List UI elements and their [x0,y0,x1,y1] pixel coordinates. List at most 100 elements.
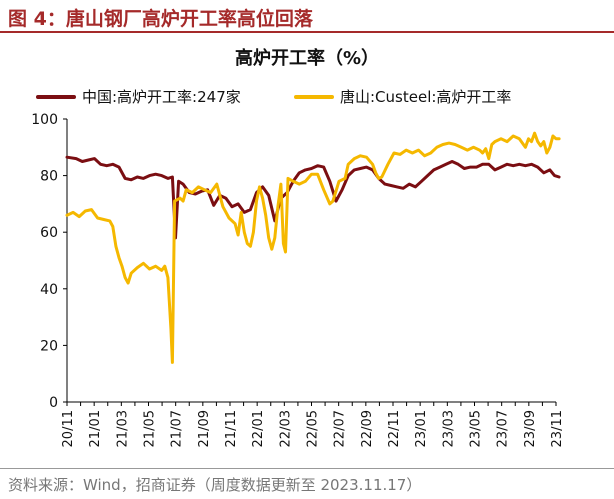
data-point-tangshan [524,146,527,148]
data-point-china [469,166,471,168]
data-point-china [543,172,545,174]
y-tick-label: 0 [49,395,58,411]
data-point-china [524,165,527,167]
data-point-tangshan [170,327,172,329]
data-point-tangshan [537,141,539,143]
x-tick-label: 22/07 [333,410,348,447]
data-point-china [323,166,325,168]
data-point-tangshan [405,149,407,151]
data-point-tangshan [287,177,289,179]
data-point-china [518,163,520,165]
y-tick-label: 80 [40,169,58,185]
data-point-china [439,166,441,168]
data-point-tangshan [527,138,530,140]
data-point-china [506,163,508,165]
data-point-tangshan [387,163,389,165]
data-point-china [353,169,355,171]
data-point-tangshan [243,231,245,233]
data-point-china [317,165,319,167]
data-point-china [558,176,560,178]
data-point-tangshan [161,269,163,271]
data-point-china [390,184,392,187]
data-point-china [225,197,227,199]
data-point-china [161,175,163,177]
data-point-tangshan [249,245,251,247]
source-note: 资料来源：Wind，招商证券（周度数据更新至 2023.11.17） [8,476,422,494]
data-point-china [549,169,551,171]
x-tick-label: 21/01 [88,410,103,447]
data-point-tangshan [549,146,551,148]
data-point-tangshan [353,158,355,160]
data-point-tangshan [310,173,313,175]
data-point-china [372,169,374,171]
legend-label-china: 中国:高炉开工率:247家 [82,88,241,106]
data-point-tangshan [488,158,490,160]
data-point-china [171,176,173,178]
data-point-tangshan [271,248,273,250]
legend-item-china: 中国:高炉开工率:247家 [36,86,241,107]
data-point-china [396,186,398,188]
y-tick-label: 20 [40,338,58,354]
x-tick-label: 22/11 [387,410,402,447]
data-point-tangshan [540,145,542,147]
data-point-china [335,200,337,202]
data-point-china [155,173,157,175]
data-point-china [66,156,68,158]
data-point-tangshan [472,146,475,148]
data-point-tangshan [292,180,294,182]
data-point-tangshan [534,132,536,134]
x-tick-label: 22/01 [251,410,266,447]
data-point-china [148,175,151,177]
data-point-tangshan [372,163,374,165]
x-tick-label: 21/11 [224,410,239,447]
data-point-tangshan [203,189,206,191]
data-point-tangshan [130,272,132,274]
data-point-china [75,158,77,160]
data-point-china [553,175,556,177]
data-point-china [537,166,539,168]
data-point-tangshan [512,135,514,137]
data-point-china [329,180,331,182]
data-point-tangshan [298,183,300,185]
data-point-china [262,186,264,188]
data-point-tangshan [167,276,169,279]
data-point-china [237,203,239,205]
data-point-china [130,179,132,181]
data-point-tangshan [115,245,117,247]
y-tick-label: 40 [40,282,58,298]
data-point-china [420,180,423,182]
data-point-tangshan [347,163,349,165]
data-point-china [142,177,144,179]
x-tick-label: 22/03 [278,410,293,447]
data-point-tangshan [246,242,248,245]
data-point-china [81,160,83,163]
data-point-tangshan [506,141,508,143]
data-point-tangshan [530,141,533,143]
data-point-tangshan [411,152,413,154]
data-point-tangshan [417,149,420,151]
data-point-tangshan [265,214,267,216]
data-point-tangshan [66,214,68,216]
data-point-tangshan [378,177,380,179]
legend-swatch-china [36,94,76,99]
data-point-tangshan [284,251,287,253]
data-point-tangshan [280,183,282,185]
data-point-tangshan [552,135,554,137]
data-point-china [512,165,514,167]
data-point-tangshan [72,211,74,213]
data-point-tangshan [124,276,126,279]
data-point-china [445,163,447,165]
data-point-china [298,172,300,174]
data-point-tangshan [240,211,242,213]
data-point-china [500,166,502,168]
legend-item-tangshan: 唐山:Custeel:高炉开工率 [294,86,511,107]
data-point-china [124,177,126,179]
data-point-tangshan [103,218,105,221]
data-point-china [530,163,533,165]
data-point-tangshan [216,183,218,185]
data-point-china [243,211,245,213]
data-point-tangshan [466,149,468,151]
legend-label-tangshan: 唐山:Custeel:高炉开工率 [340,88,512,106]
data-point-china [347,175,349,177]
